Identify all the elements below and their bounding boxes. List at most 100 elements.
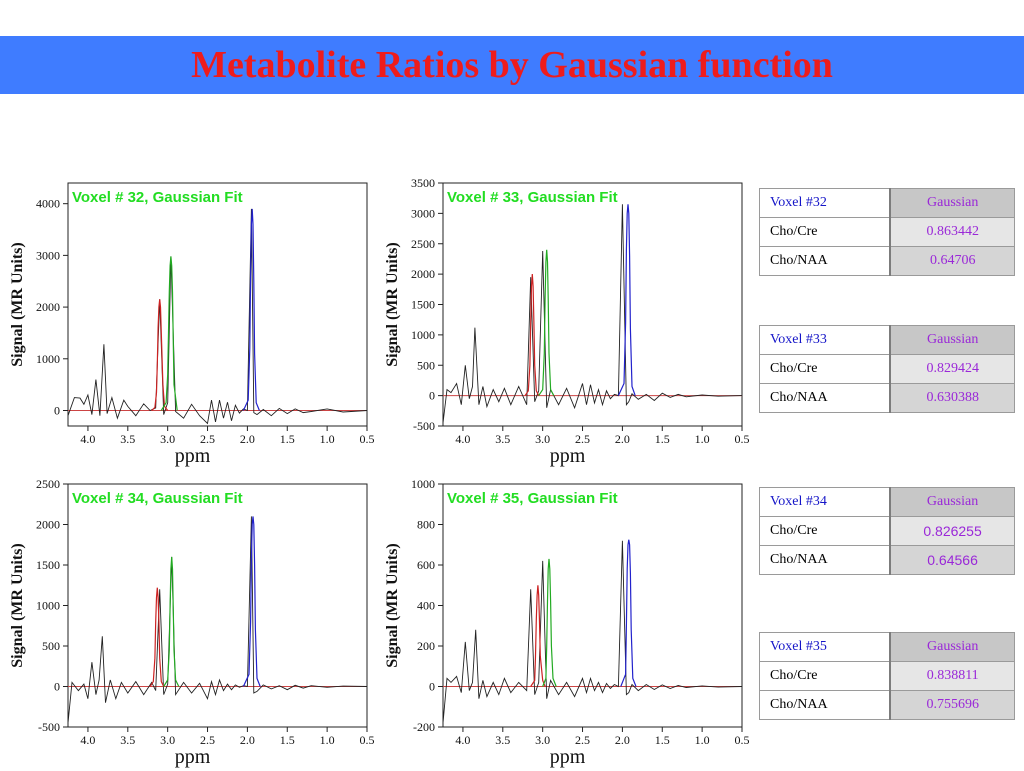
y-tick-label: 1500 <box>36 558 60 572</box>
method-label: Gaussian <box>889 632 1016 662</box>
x-tick-label: 1.0 <box>320 733 335 747</box>
x-tick-label: 0.5 <box>360 733 375 747</box>
x-tick-label: 4.0 <box>80 432 95 446</box>
x-tick-label: 3.5 <box>495 733 510 747</box>
y-tick-label: 4000 <box>36 197 60 211</box>
y-tick-label: 1500 <box>411 298 435 312</box>
ratio-label: Cho/NAA <box>759 545 892 575</box>
x-tick-label: 2.0 <box>615 733 630 747</box>
ratio-label: Cho/Cre <box>759 661 892 691</box>
x-tick-label: 1.0 <box>695 733 710 747</box>
spectrum-line <box>442 540 743 723</box>
y-tick-label: 1000 <box>411 477 435 491</box>
table-row-cho-cre: Cho/Cre 0.829424 <box>759 354 1016 384</box>
ratio-value: 0.829424 <box>889 354 1016 384</box>
spectrum-line <box>67 516 368 723</box>
x-tick-label: 4.0 <box>455 733 470 747</box>
table-row-cho-naa: Cho/NAA 0.64706 <box>759 246 1016 276</box>
ratio-label: Cho/Cre <box>759 217 892 247</box>
x-axis-label: ppm <box>550 445 586 467</box>
spectrum-plot: 0 1000 2000 3000 4000 4.0 3.5 3.0 2.5 2.0 1.5 1.0 0.… <box>9 182 375 467</box>
x-tick-label: 1.5 <box>655 733 670 747</box>
y-tick-label: -500 <box>413 419 435 433</box>
chart-title: Voxel # 33, Gaussian Fit <box>447 189 618 206</box>
y-axis-label: Signal (MR Units) <box>9 543 26 667</box>
voxel-label: Voxel #33 <box>759 325 892 355</box>
x-tick-label: 2.5 <box>200 432 215 446</box>
table-header-row: Voxel #33 Gaussian <box>759 325 1016 355</box>
x-axis-label: ppm <box>175 746 211 768</box>
y-tick-label: -500 <box>38 720 60 734</box>
y-tick-label: 0 <box>54 403 60 417</box>
y-tick-label: 3500 <box>411 176 435 190</box>
title-banner <box>0 36 1024 94</box>
voxel-label: Voxel #32 <box>759 188 892 218</box>
x-tick-label: 1.5 <box>280 432 295 446</box>
y-tick-label: 600 <box>417 558 435 572</box>
slide-title: Metabolite Ratios by Gaussian function <box>191 44 833 86</box>
y-tick-label: 0 <box>429 389 435 403</box>
y-tick-label: 3000 <box>411 206 435 220</box>
x-tick-label: 1.5 <box>280 733 295 747</box>
y-tick-label: 2500 <box>411 237 435 251</box>
y-tick-label: 2000 <box>411 267 435 281</box>
ratio-table-voxel-35: Voxel #35 Gaussian Cho/Cre 0.838811 Cho/… <box>759 632 1016 720</box>
table-row-cho-naa: Cho/NAA 0.630388 <box>759 383 1016 413</box>
ratio-table-voxel-32: Voxel #32 Gaussian Cho/Cre 0.863442 Cho/… <box>759 188 1016 276</box>
ratio-value: 0.755696 <box>889 690 1016 720</box>
naa-fit-line <box>242 208 260 411</box>
x-tick-label: 1.0 <box>695 432 710 446</box>
y-tick-label: 400 <box>417 599 435 613</box>
plot-frame <box>67 182 368 427</box>
ratio-value: 0.64706 <box>889 246 1016 276</box>
y-tick-label: 2000 <box>36 300 60 314</box>
table-row-cho-cre: Cho/Cre 0.863442 <box>759 217 1016 247</box>
table-header-row: Voxel #35 Gaussian <box>759 632 1016 662</box>
method-label: Gaussian <box>889 188 1016 218</box>
y-axis-label: Signal (MR Units) <box>384 543 401 667</box>
cre-fit-line <box>542 558 557 687</box>
spectrum-line <box>442 204 743 424</box>
table-row-cho-naa: Cho/NAA 0.64566 <box>759 545 1016 575</box>
chart-title: Voxel # 34, Gaussian Fit <box>72 490 243 507</box>
table-header-row: Voxel #32 Gaussian <box>759 188 1016 218</box>
x-tick-label: 3.0 <box>535 432 550 446</box>
x-tick-label: 3.0 <box>160 432 175 446</box>
plot-frame <box>442 483 743 728</box>
naa-fit-line <box>620 539 637 687</box>
x-tick-label: 1.0 <box>320 432 335 446</box>
x-axis-label: ppm <box>175 445 211 467</box>
x-tick-label: 3.5 <box>120 733 135 747</box>
spectrum-plot: -500 0 500 1000 1500 2000 2500 4.0 3.5 3.0 2.5 2.0 1… <box>9 477 375 768</box>
chart-voxel-35: -200 0 200 400 600 800 1000 4.0 3.5 3.0 2.5 2.0 1.5 1… <box>375 476 750 771</box>
spectrum-plot: -500 0 500 1000 1500 2000 2500 3000 3500 4.0 3.5 3.… <box>384 176 750 467</box>
table-row-cho-naa: Cho/NAA 0.755696 <box>759 690 1016 720</box>
naa-fit-line <box>617 204 636 396</box>
x-tick-label: 2.5 <box>575 733 590 747</box>
voxel-label: Voxel #34 <box>759 487 892 517</box>
cre-fit-line <box>163 556 180 687</box>
ratio-value: 0.64566 <box>889 545 1016 575</box>
y-tick-label: -200 <box>413 720 435 734</box>
x-tick-label: 3.0 <box>160 733 175 747</box>
spectrum-plot: -200 0 200 400 600 800 1000 4.0 3.5 3.0 2.5 2.0 1.5 1… <box>384 477 750 768</box>
ratio-value: 0.838811 <box>889 661 1016 691</box>
x-tick-label: 2.5 <box>200 733 215 747</box>
x-tick-label: 3.5 <box>120 432 135 446</box>
ratio-value: 0.630388 <box>889 383 1016 413</box>
method-label: Gaussian <box>889 325 1016 355</box>
chart-title: Voxel # 32, Gaussian Fit <box>72 189 243 206</box>
y-axis-label: Signal (MR Units) <box>9 242 26 366</box>
spectrum-line <box>67 208 368 425</box>
cho-fit-line <box>530 585 546 687</box>
chart-title: Voxel # 35, Gaussian Fit <box>447 490 618 507</box>
chart-voxel-34: -500 0 500 1000 1500 2000 2500 4.0 3.5 3.0 2.5 2.0 1… <box>0 476 375 771</box>
x-tick-label: 4.0 <box>80 733 95 747</box>
y-axis-label: Signal (MR Units) <box>384 242 401 366</box>
x-tick-label: 2.0 <box>615 432 630 446</box>
ratio-value: 0.826255 <box>889 516 1016 546</box>
y-tick-label: 1000 <box>36 599 60 613</box>
y-tick-label: 2500 <box>36 477 60 491</box>
x-tick-label: 0.5 <box>735 432 750 446</box>
y-tick-label: 0 <box>429 680 435 694</box>
